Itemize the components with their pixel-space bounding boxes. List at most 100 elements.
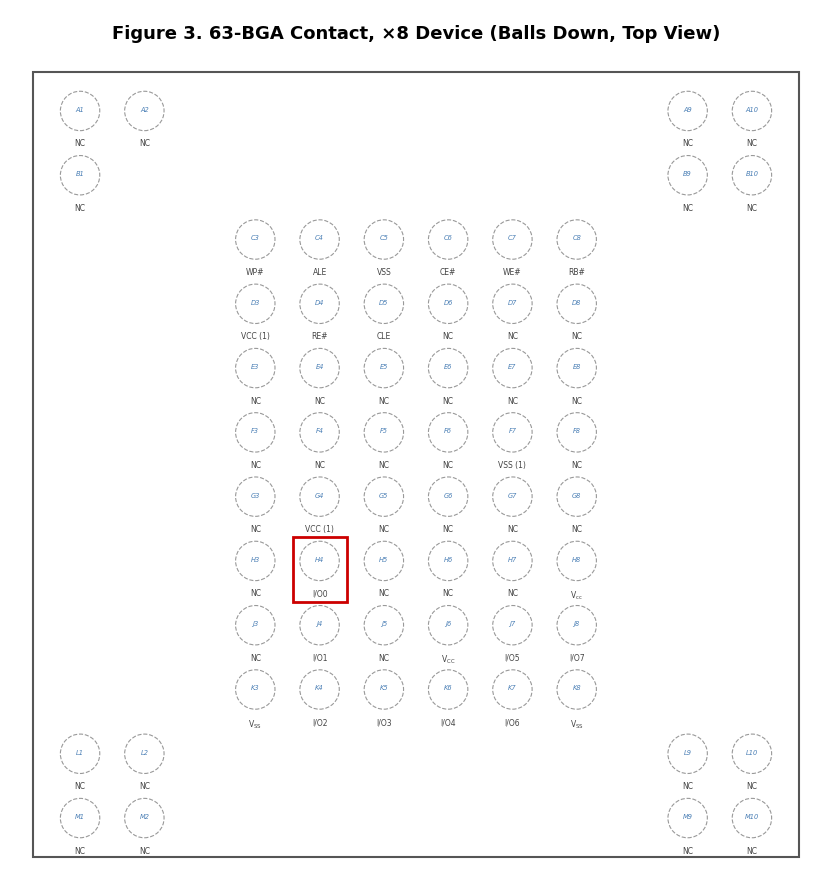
Text: VSS: VSS <box>377 268 391 277</box>
Text: A9: A9 <box>683 107 692 112</box>
Text: K6: K6 <box>443 685 453 691</box>
Text: J6: J6 <box>445 621 451 627</box>
Text: NC: NC <box>75 847 86 855</box>
Text: NC: NC <box>746 140 757 148</box>
Text: G3: G3 <box>250 493 260 499</box>
Text: CE#: CE# <box>440 268 456 277</box>
Text: M9: M9 <box>682 814 693 820</box>
Text: F3: F3 <box>251 428 260 434</box>
Text: G8: G8 <box>572 493 582 499</box>
Text: NC: NC <box>572 397 582 405</box>
Text: NC: NC <box>75 140 86 148</box>
Text: E3: E3 <box>251 364 260 370</box>
Text: K7: K7 <box>508 685 517 691</box>
Text: NC: NC <box>746 847 757 855</box>
Text: C5: C5 <box>379 235 389 242</box>
Text: Figure 3. 63-BGA Contact, ×8 Device (Balls Down, Top View): Figure 3. 63-BGA Contact, ×8 Device (Bal… <box>111 24 721 43</box>
Text: A1: A1 <box>76 107 84 112</box>
Text: NC: NC <box>572 332 582 341</box>
Text: K4: K4 <box>315 685 324 691</box>
Text: K5: K5 <box>379 685 389 691</box>
Text: E5: E5 <box>379 364 388 370</box>
Text: ALE: ALE <box>313 268 327 277</box>
Text: G5: G5 <box>379 493 389 499</box>
Text: D3: D3 <box>250 300 260 306</box>
Text: I/O6: I/O6 <box>505 718 520 727</box>
Text: NC: NC <box>379 589 389 598</box>
Text: NC: NC <box>250 461 260 470</box>
Text: VCC (1): VCC (1) <box>305 525 334 535</box>
Text: NC: NC <box>443 397 453 405</box>
Text: NC: NC <box>379 461 389 470</box>
Text: H7: H7 <box>508 557 517 563</box>
Text: NC: NC <box>443 525 453 535</box>
Text: NC: NC <box>250 654 260 663</box>
Text: I/O1: I/O1 <box>312 654 327 663</box>
Text: J5: J5 <box>381 621 387 627</box>
Text: NC: NC <box>379 654 389 663</box>
Text: B9: B9 <box>683 171 692 177</box>
FancyBboxPatch shape <box>33 72 799 857</box>
Text: NC: NC <box>507 589 518 598</box>
Text: NC: NC <box>507 525 518 535</box>
Text: NC: NC <box>139 140 150 148</box>
Text: E8: E8 <box>572 364 581 370</box>
Text: WP#: WP# <box>246 268 265 277</box>
Text: NC: NC <box>379 525 389 535</box>
Text: NC: NC <box>443 589 453 598</box>
Text: F8: F8 <box>572 428 581 434</box>
Text: NC: NC <box>250 589 260 598</box>
Text: J3: J3 <box>252 621 259 627</box>
Text: I/O3: I/O3 <box>376 718 392 727</box>
Text: G4: G4 <box>314 493 324 499</box>
Text: C8: C8 <box>572 235 581 242</box>
Text: NC: NC <box>75 204 86 213</box>
Text: A10: A10 <box>745 107 759 112</box>
Text: VSS (1): VSS (1) <box>498 461 527 470</box>
Text: J4: J4 <box>316 621 323 627</box>
Text: CLE: CLE <box>377 332 391 341</box>
Text: I/O2: I/O2 <box>312 718 327 727</box>
Text: L10: L10 <box>745 750 758 756</box>
Text: M10: M10 <box>745 814 759 820</box>
Text: K3: K3 <box>251 685 260 691</box>
Text: D5: D5 <box>379 300 389 306</box>
Text: NC: NC <box>250 397 260 405</box>
Text: L1: L1 <box>76 750 84 756</box>
Text: D8: D8 <box>572 300 582 306</box>
Text: H6: H6 <box>443 557 453 563</box>
Text: NC: NC <box>572 461 582 470</box>
Text: I/O0: I/O0 <box>312 589 327 598</box>
Text: NC: NC <box>572 525 582 535</box>
Text: RB#: RB# <box>568 268 585 277</box>
Text: B10: B10 <box>745 171 759 177</box>
Text: NC: NC <box>507 332 518 341</box>
Text: I/O4: I/O4 <box>440 718 456 727</box>
Text: V$_{\mathrm{cc}}$: V$_{\mathrm{cc}}$ <box>570 589 583 602</box>
Text: VCC (1): VCC (1) <box>240 332 270 341</box>
Text: F5: F5 <box>380 428 388 434</box>
Text: RE#: RE# <box>311 332 328 341</box>
Text: NC: NC <box>75 782 86 791</box>
Text: E7: E7 <box>508 364 517 370</box>
Text: NC: NC <box>746 782 757 791</box>
Text: G6: G6 <box>443 493 453 499</box>
Text: J8: J8 <box>573 621 580 627</box>
Text: NC: NC <box>682 847 693 855</box>
Text: NC: NC <box>250 525 260 535</box>
Text: H4: H4 <box>315 557 324 563</box>
Text: V$_{\mathrm{SS}}$: V$_{\mathrm{SS}}$ <box>249 718 262 731</box>
Text: K8: K8 <box>572 685 581 691</box>
Text: C4: C4 <box>315 235 324 242</box>
Text: M2: M2 <box>139 814 150 820</box>
Text: NC: NC <box>682 204 693 213</box>
Text: NC: NC <box>507 397 518 405</box>
Text: E6: E6 <box>444 364 453 370</box>
Text: D7: D7 <box>508 300 518 306</box>
Text: L2: L2 <box>141 750 148 756</box>
Text: NC: NC <box>682 782 693 791</box>
Text: NC: NC <box>314 461 325 470</box>
Text: V$_{\mathrm{CC}}$: V$_{\mathrm{CC}}$ <box>441 654 455 666</box>
Text: C6: C6 <box>443 235 453 242</box>
Text: NC: NC <box>139 782 150 791</box>
